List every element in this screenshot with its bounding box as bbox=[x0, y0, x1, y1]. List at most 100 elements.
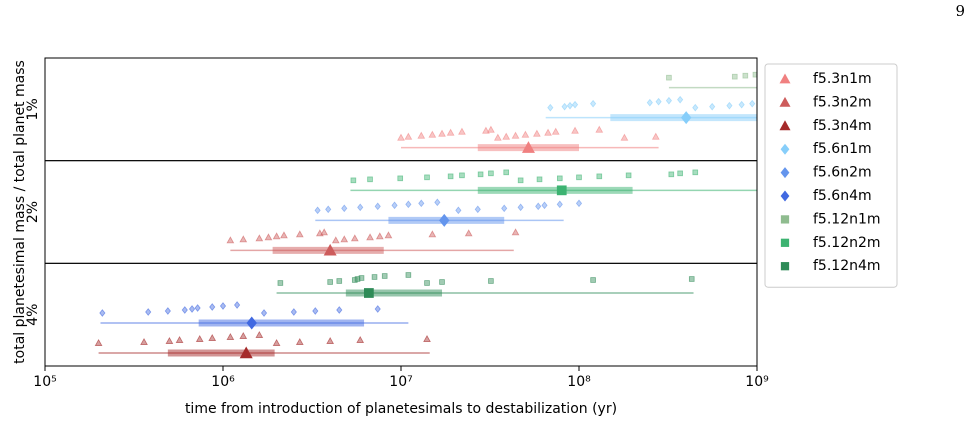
data-point bbox=[165, 336, 174, 344]
data-point bbox=[357, 203, 364, 212]
data-point bbox=[474, 205, 481, 214]
x-tick-label: 10⁶ bbox=[211, 374, 235, 390]
data-point bbox=[459, 172, 465, 179]
data-point bbox=[405, 200, 412, 209]
data-point bbox=[561, 102, 568, 111]
data-point bbox=[752, 71, 757, 78]
data-point bbox=[331, 236, 340, 244]
data-point bbox=[327, 279, 333, 285]
data-point bbox=[521, 130, 530, 138]
data-point bbox=[651, 132, 660, 140]
data-point bbox=[511, 228, 520, 236]
x-tick-label: 10⁵ bbox=[33, 374, 56, 390]
panel-label: 4% bbox=[25, 304, 41, 326]
legend-label: f5.12n1m bbox=[813, 211, 881, 227]
data-point bbox=[503, 169, 510, 176]
data-point bbox=[575, 199, 583, 208]
legend-marker bbox=[780, 190, 790, 202]
legend-label: f5.6n4m bbox=[813, 188, 872, 204]
data-point bbox=[417, 131, 426, 139]
median-marker bbox=[439, 213, 450, 227]
data-point bbox=[226, 332, 235, 340]
data-point bbox=[428, 130, 437, 138]
data-point bbox=[439, 279, 445, 285]
data-point bbox=[556, 175, 563, 182]
plot-area bbox=[94, 71, 757, 359]
data-point bbox=[551, 127, 560, 135]
data-point bbox=[595, 125, 604, 133]
data-point bbox=[455, 206, 462, 215]
data-point bbox=[477, 171, 484, 178]
data-point bbox=[666, 74, 672, 81]
data-point bbox=[418, 199, 425, 208]
legend-label: f5.3n4m bbox=[813, 118, 872, 134]
legend-marker bbox=[780, 215, 790, 224]
data-point bbox=[209, 303, 216, 311]
data-point bbox=[487, 125, 495, 133]
data-point bbox=[556, 200, 563, 209]
data-point bbox=[571, 126, 579, 134]
legend-marker bbox=[780, 143, 790, 155]
data-point bbox=[358, 275, 365, 281]
legend-marker bbox=[779, 120, 791, 131]
data-point bbox=[655, 97, 662, 106]
data-point bbox=[434, 198, 441, 207]
data-point bbox=[354, 276, 361, 282]
legend-label: f5.3n1m bbox=[813, 71, 872, 87]
data-point bbox=[677, 95, 684, 104]
data-point bbox=[381, 273, 388, 279]
median-marker bbox=[521, 141, 535, 153]
data-point bbox=[99, 309, 106, 317]
legend-marker bbox=[779, 73, 791, 84]
data-point bbox=[738, 100, 745, 109]
median-marker bbox=[323, 243, 337, 256]
data-point bbox=[405, 272, 412, 278]
panel-frame bbox=[44, 262, 758, 367]
data-point bbox=[239, 331, 248, 339]
data-point bbox=[544, 128, 552, 136]
legend-marker bbox=[780, 167, 790, 179]
data-point bbox=[511, 131, 520, 139]
data-point bbox=[234, 301, 241, 309]
legend-box bbox=[764, 63, 898, 288]
data-point bbox=[428, 230, 437, 238]
data-point bbox=[688, 276, 695, 282]
data-point bbox=[590, 277, 596, 283]
data-point bbox=[397, 175, 404, 182]
data-point bbox=[677, 170, 683, 177]
data-point bbox=[576, 174, 582, 181]
data-point bbox=[314, 206, 321, 215]
data-point bbox=[255, 330, 264, 338]
data-point bbox=[488, 278, 494, 284]
median-marker bbox=[246, 316, 257, 330]
data-point bbox=[264, 233, 273, 241]
data-point bbox=[438, 129, 446, 137]
data-point bbox=[517, 203, 524, 212]
data-point bbox=[239, 235, 248, 243]
data-point bbox=[374, 202, 381, 211]
legend-marker bbox=[779, 96, 791, 107]
data-point bbox=[341, 204, 348, 213]
data-point bbox=[742, 72, 749, 79]
data-point bbox=[590, 99, 597, 108]
data-point bbox=[547, 103, 554, 112]
median-marker bbox=[364, 288, 374, 298]
data-point bbox=[272, 232, 281, 240]
data-point bbox=[312, 307, 319, 315]
data-point bbox=[447, 173, 454, 180]
data-point bbox=[290, 308, 297, 316]
data-point bbox=[277, 280, 284, 286]
data-point bbox=[350, 177, 357, 184]
data-point bbox=[175, 335, 184, 343]
data-point bbox=[295, 230, 304, 238]
data-point bbox=[94, 338, 103, 346]
data-point bbox=[336, 306, 343, 314]
legend-label: f5.6n1m bbox=[813, 141, 872, 157]
data-point bbox=[517, 177, 524, 184]
data-point bbox=[208, 333, 217, 341]
panel-label: 2% bbox=[25, 201, 41, 223]
data-point bbox=[571, 100, 579, 109]
data-point bbox=[181, 306, 188, 314]
page-number: 9 bbox=[955, 2, 965, 20]
